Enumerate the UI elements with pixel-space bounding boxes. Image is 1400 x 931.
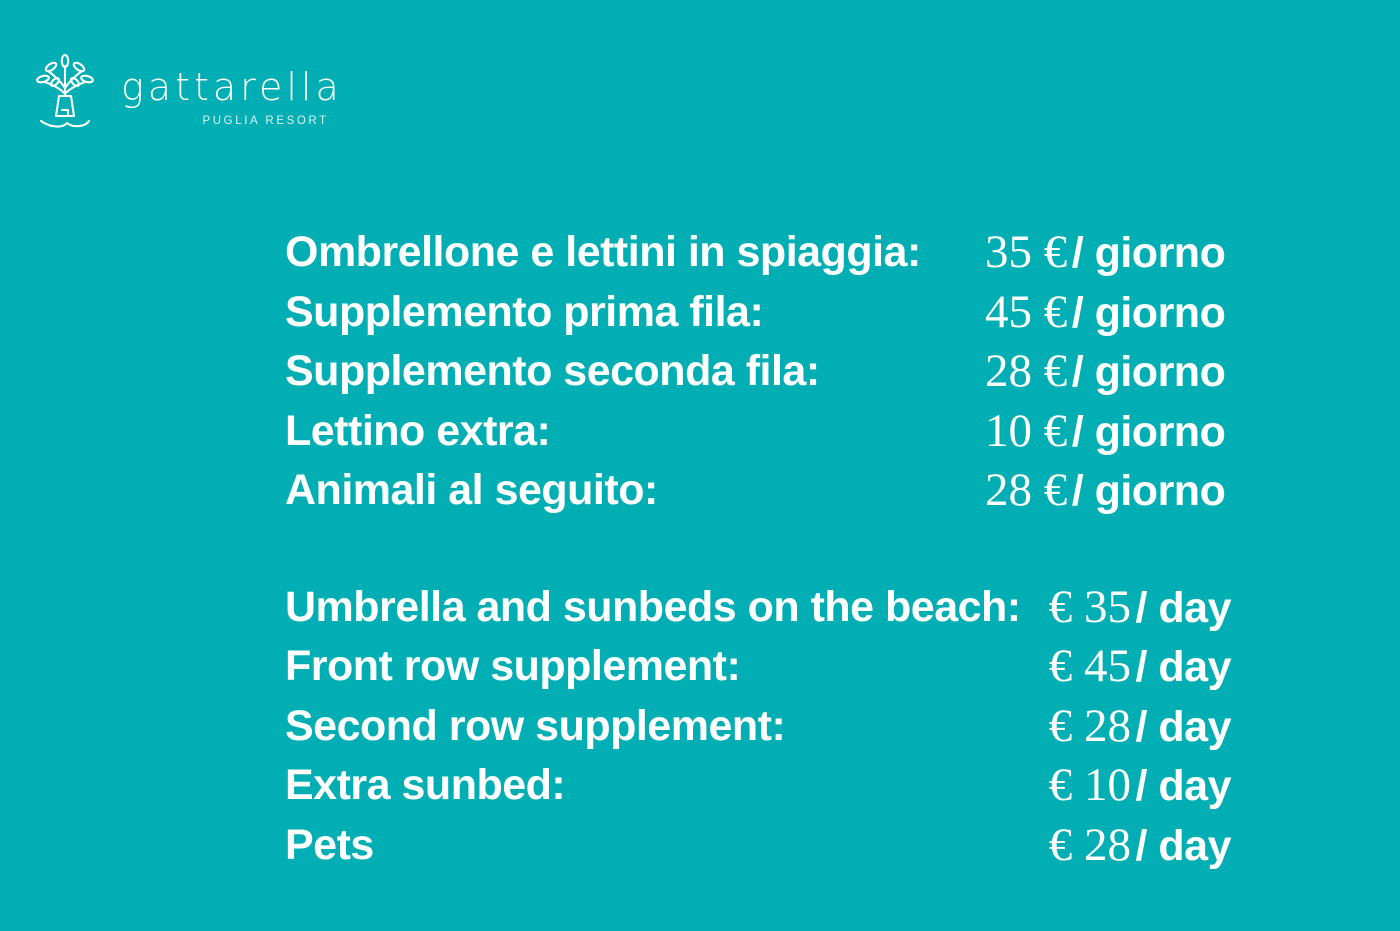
olive-tree-icon [33, 53, 97, 130]
row-label: Ombrellone e lettini in spiaggia: [285, 228, 921, 276]
price-row-en-front-row: Front row supplement: € 45 / day [285, 637, 1233, 697]
row-price: € 35 / day [1048, 578, 1232, 648]
price-row-it-second-row: Supplemento seconda fila: 28 € / giorno [285, 342, 1233, 402]
row-amount: € 28 [1048, 699, 1132, 752]
row-price: € 28 / day [1048, 697, 1232, 767]
price-row-en-umbrella: Umbrella and sunbeds on the beach: € 35 … [285, 578, 1233, 638]
row-label: Supplemento seconda fila: [285, 347, 820, 395]
row-per: / giorno [1071, 467, 1226, 515]
row-price: € 28 / day [1048, 816, 1232, 886]
row-label: Animali al seguito: [285, 466, 658, 514]
brand-logo: gattarella PUGLIA RESORT [33, 53, 343, 130]
price-row-it-pets: Animali al seguito: 28 € / giorno [285, 461, 1233, 521]
price-row-it-front-row: Supplemento prima fila: 45 € / giorno [285, 283, 1233, 343]
row-amount: € 10 [1048, 759, 1132, 811]
row-price: 10 € / giorno [985, 402, 1226, 472]
row-price: € 45 / day [1048, 637, 1232, 707]
price-row-en-extra-sunbed: Extra sunbed: € 10 / day [285, 756, 1233, 816]
row-per: / day [1135, 821, 1232, 870]
row-amount: € 45 [1048, 640, 1132, 692]
row-price: 45 € / giorno [985, 283, 1226, 353]
row-per: / giorno [1071, 348, 1226, 396]
price-list: Ombrellone e lettini in spiaggia: 35 € /… [285, 223, 1233, 875]
price-row-it-umbrella: Ombrellone e lettini in spiaggia: 35 € /… [285, 223, 1233, 283]
price-row-en-second-row: Second row supplement: € 28 / day [285, 697, 1233, 757]
row-price: 28 € / giorno [985, 342, 1226, 412]
row-per: / day [1135, 762, 1232, 810]
row-amount: 28 € [985, 345, 1068, 397]
row-amount: 35 € [985, 226, 1068, 278]
row-amount: € 28 [1048, 818, 1132, 871]
brand-name: gattarella [121, 65, 343, 109]
row-amount: 45 € [985, 285, 1068, 338]
row-per: / day [1135, 583, 1232, 632]
row-per: / giorno [1071, 288, 1226, 337]
row-amount: 28 € [985, 464, 1068, 516]
row-per: / day [1135, 702, 1232, 751]
row-price: 28 € / giorno [985, 461, 1226, 531]
row-label: Supplemento prima fila: [285, 287, 764, 336]
brand-tagline: PUGLIA RESORT [202, 115, 329, 127]
row-label: Extra sunbed: [285, 761, 566, 809]
row-price: € 10 / day [1048, 756, 1232, 826]
row-label: Second row supplement: [285, 701, 786, 750]
row-label: Front row supplement: [285, 642, 741, 690]
row-amount: € 35 [1048, 580, 1132, 633]
row-price: 35 € / giorno [985, 223, 1226, 293]
row-per: / giorno [1071, 229, 1226, 277]
price-row-it-extra-sunbed: Lettino extra: 10 € / giorno [285, 402, 1233, 462]
row-amount: 10 € [985, 404, 1068, 457]
row-per: / giorno [1071, 407, 1226, 456]
row-label: Pets [285, 820, 374, 869]
row-label: Lettino extra: [285, 406, 551, 455]
row-label: Umbrella and sunbeds on the beach: [285, 582, 1021, 631]
row-per: / day [1135, 643, 1232, 691]
price-row-en-pets: Pets € 28 / day [285, 816, 1233, 876]
